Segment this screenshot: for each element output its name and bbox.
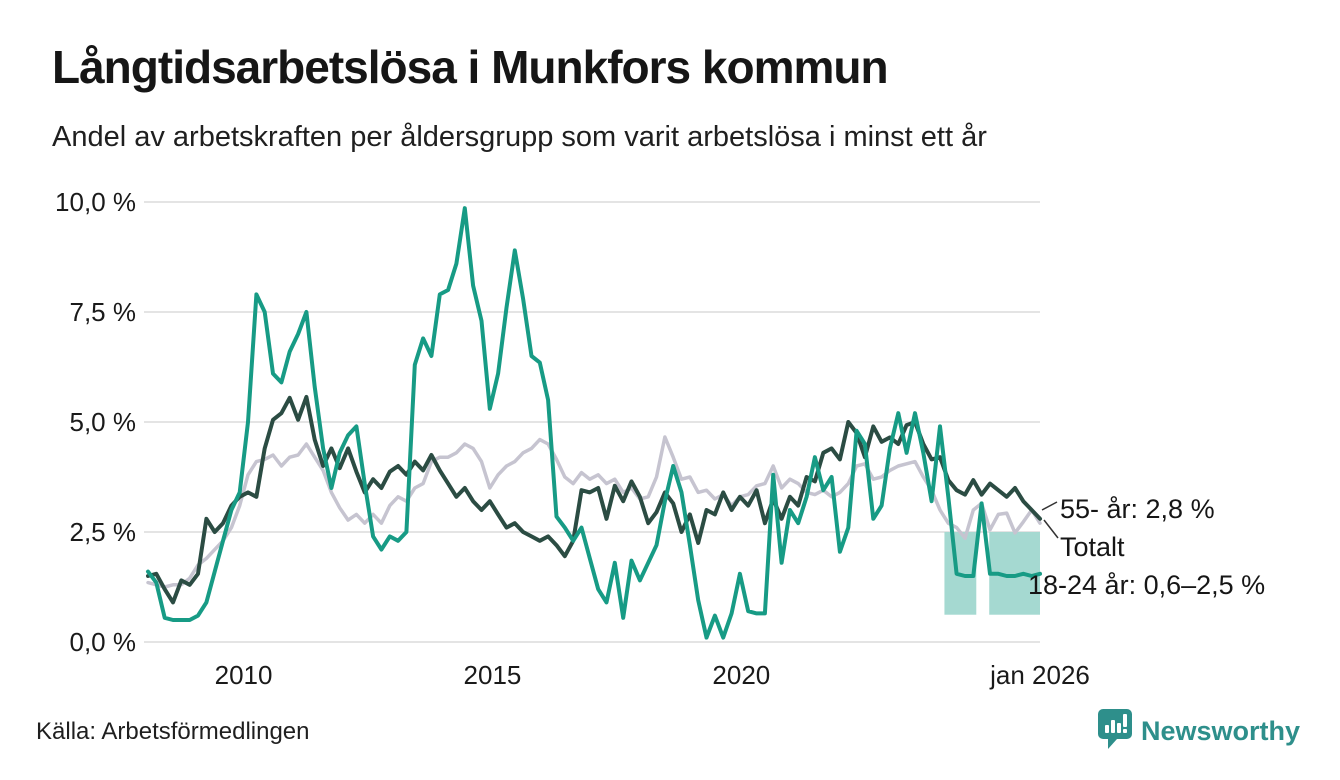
annotation-connector <box>1043 519 1059 539</box>
x-tick-label: jan 2026 <box>990 660 1090 690</box>
series-line-totalt <box>146 435 1042 589</box>
y-tick-label: 0,0 % <box>69 627 137 657</box>
source-note: Källa: Arbetsförmedlingen <box>36 718 310 745</box>
chart-subtitle: Andel av arbetskraften per åldersgrupp s… <box>52 121 987 153</box>
y-tick-label: 7,5 % <box>69 297 137 327</box>
annotation-totalt: Totalt <box>1060 532 1125 562</box>
y-tick-label: 10,0 % <box>55 187 136 217</box>
annotation-connector <box>1041 501 1058 511</box>
y-tick-label: 2,5 % <box>69 517 137 547</box>
x-tick-label: 2020 <box>712 660 771 690</box>
annotation-18-24-ar: 18-24 år: 0,6–2,5 % <box>1028 570 1266 600</box>
x-tick-label: 2015 <box>463 660 522 690</box>
series-line-18-24-r <box>146 206 1042 640</box>
y-tick-label: 5,0 % <box>69 407 137 437</box>
newsworthy-logo: Newsworthy <box>1097 708 1300 755</box>
bar-chart-speech-bubble-icon <box>1097 708 1133 755</box>
x-tick-label: 2010 <box>214 660 273 690</box>
page-title: Långtidsarbetslösa i Munkfors kommun <box>52 41 889 93</box>
annotation-55-ar: 55- år: 2,8 % <box>1060 494 1215 524</box>
logo-text: Newsworthy <box>1140 716 1300 746</box>
